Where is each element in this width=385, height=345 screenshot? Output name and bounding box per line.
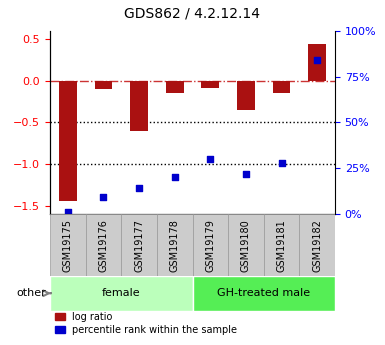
Text: GH-treated male: GH-treated male [217,288,310,298]
Text: GSM19176: GSM19176 [99,219,109,272]
Point [314,58,320,63]
Bar [273,81,290,93]
Text: GSM19175: GSM19175 [63,219,73,272]
Text: female: female [102,288,141,298]
Bar [50,214,85,276]
Legend: log ratio, percentile rank within the sample: log ratio, percentile rank within the sa… [55,312,238,335]
Bar [264,214,300,276]
Bar [300,214,335,276]
Bar [50,276,192,310]
Point [243,171,249,176]
Point [278,160,285,166]
Text: other: other [17,288,46,298]
Point [207,156,213,162]
Bar [85,214,121,276]
Bar [201,81,219,88]
Bar [308,43,326,81]
Bar [121,214,157,276]
Point [172,175,178,180]
Text: GSM19180: GSM19180 [241,219,251,272]
Bar [166,81,184,93]
Text: GSM19182: GSM19182 [312,219,322,272]
Bar [192,276,335,310]
Text: GSM19178: GSM19178 [170,219,180,272]
Bar [59,81,77,201]
Text: GSM19179: GSM19179 [205,219,215,272]
Point [136,186,142,191]
Bar [237,81,255,110]
Bar [228,214,264,276]
Text: GDS862 / 4.2.12.14: GDS862 / 4.2.12.14 [124,7,261,21]
Bar [95,81,112,89]
Bar [130,81,148,131]
Text: GSM19181: GSM19181 [276,219,286,272]
Bar [157,214,192,276]
Point [100,195,107,200]
Text: GSM19177: GSM19177 [134,219,144,272]
Point [65,209,71,215]
Bar [192,214,228,276]
